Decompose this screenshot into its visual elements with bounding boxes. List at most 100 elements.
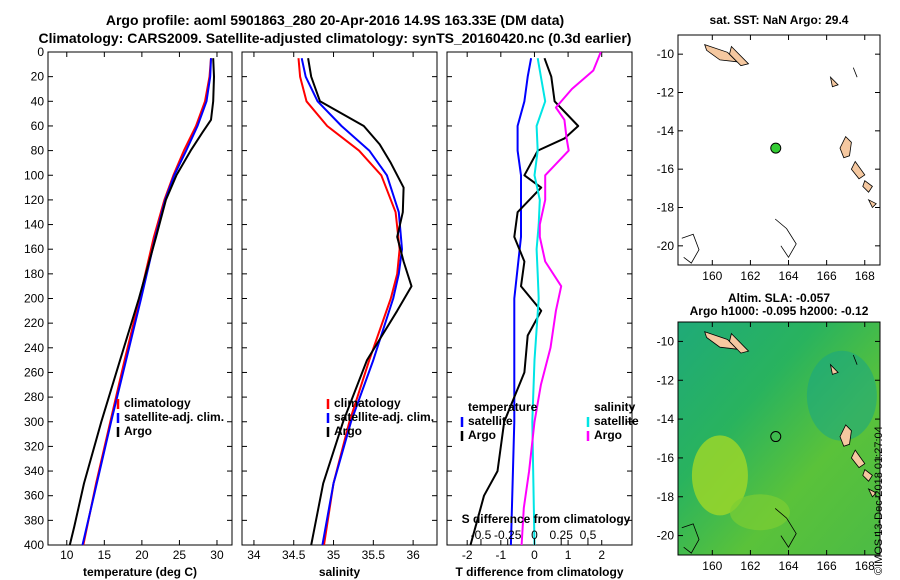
island — [867, 488, 877, 498]
legend-entry: satellite — [594, 414, 639, 428]
series-t-satellite — [509, 58, 533, 546]
series-t-argo — [469, 57, 580, 546]
sla-patch — [806, 350, 877, 441]
series-satellite-adj-clim- — [300, 57, 403, 546]
salinity-panel-frame — [241, 51, 438, 546]
map-y-tick-label: -20 — [657, 529, 675, 543]
reef-outline — [852, 67, 858, 78]
x-tick-label: 25 — [173, 548, 187, 562]
x-tick-label: 20 — [135, 548, 149, 562]
map-x-tick-label: 166 — [817, 269, 837, 283]
series-argo — [307, 58, 413, 546]
island — [850, 449, 866, 469]
x-axis-label: salinity — [319, 565, 361, 579]
y-tick-label: 400 — [24, 538, 44, 552]
x-tick-label: 34.5 — [282, 548, 306, 562]
s-tick-label: -0.25 — [494, 528, 522, 542]
legend-entry: Argo — [124, 424, 152, 438]
reef-outline — [852, 354, 858, 365]
y-tick-label: 300 — [24, 415, 44, 429]
y-tick-label: 40 — [31, 94, 45, 108]
x-tick-label: -1 — [495, 548, 506, 562]
y-tick-label: 120 — [24, 193, 44, 207]
y-tick-label: 140 — [24, 218, 44, 232]
island — [839, 135, 852, 159]
x-tick-label: 1 — [565, 548, 572, 562]
map-x-tick-label: 160 — [702, 269, 722, 283]
x-tick-label: 34 — [247, 548, 261, 562]
y-tick-label: 60 — [31, 119, 45, 133]
x-tick-label: 0 — [531, 548, 538, 562]
y-tick-label: 340 — [24, 464, 44, 478]
reef-outline — [681, 523, 700, 554]
series-s-argo — [520, 51, 602, 546]
y-tick-label: 360 — [24, 489, 44, 503]
y-tick-label: 380 — [24, 513, 44, 527]
island — [729, 45, 750, 67]
legend-entry: Argo — [468, 428, 496, 442]
plot-title-line1: Argo profile: aoml 5901863_280 20-Apr-20… — [105, 12, 565, 28]
y-tick-label: 100 — [24, 168, 44, 182]
top-x-axis-label: S difference from climatology — [462, 512, 631, 526]
series-argo — [68, 58, 215, 546]
island — [839, 424, 852, 447]
y-tick-label: 160 — [24, 242, 44, 256]
sla-map-frame — [677, 321, 881, 556]
sla-map-title: Altim. SLA: -0.057 — [728, 291, 830, 305]
island — [850, 160, 866, 180]
map-y-tick-label: -12 — [657, 373, 675, 387]
x-tick-label: 30 — [210, 548, 224, 562]
y-tick-label: 260 — [24, 365, 44, 379]
map-y-tick-label: -12 — [657, 86, 675, 100]
map-x-tick-label: 162 — [740, 559, 760, 573]
legend-entry: satellite — [468, 414, 513, 428]
y-tick-label: 220 — [24, 316, 44, 330]
map-x-tick-label: 164 — [779, 559, 799, 573]
map-y-tick-label: -20 — [657, 239, 675, 253]
copyright-stamp: ©IMOS 13-Dec-2018 01:27:04 — [873, 426, 885, 575]
y-tick-label: 0 — [37, 45, 44, 59]
island — [829, 75, 839, 88]
map-y-tick-label: -14 — [657, 124, 675, 138]
x-tick-label: 35.5 — [362, 548, 386, 562]
y-tick-label: 180 — [24, 267, 44, 281]
y-tick-label: 280 — [24, 390, 44, 404]
argo-marker — [770, 142, 782, 154]
map-x-tick-label: 168 — [855, 559, 875, 573]
x-tick-label: -2 — [462, 548, 473, 562]
x-tick-label: 36 — [406, 548, 420, 562]
series-s-satellite — [531, 58, 547, 546]
legend-header-salinity: salinity — [594, 400, 636, 414]
x-axis-label: temperature (deg C) — [83, 565, 197, 579]
island — [867, 198, 877, 209]
island — [729, 332, 750, 354]
legend-entry: satellite-adj. clim. — [124, 410, 224, 424]
legend-header-temperature: temperature — [468, 400, 538, 414]
reef-outline — [681, 233, 700, 264]
x-tick-label: 35 — [327, 548, 341, 562]
map-x-tick-label: 168 — [855, 269, 875, 283]
map-x-tick-label: 160 — [702, 559, 722, 573]
legend-entry: climatology — [124, 396, 191, 410]
y-tick-label: 20 — [31, 70, 45, 84]
map-y-tick-label: -10 — [657, 47, 675, 61]
island — [862, 180, 873, 193]
argo-marker — [770, 431, 782, 443]
legend-entry: Argo — [334, 424, 362, 438]
legend-entry: climatology — [334, 396, 401, 410]
sla-patch — [729, 494, 790, 531]
sst-map-frame — [677, 34, 881, 266]
island — [829, 363, 839, 375]
x-tick-label: 2 — [598, 548, 605, 562]
plot-title-line2: Climatology: CARS2009. Satellite-adjuste… — [38, 30, 632, 46]
map-y-tick-label: -16 — [657, 162, 675, 176]
y-tick-label: 80 — [31, 144, 45, 158]
map-y-tick-label: -18 — [657, 201, 675, 215]
sla-patch — [691, 435, 748, 516]
sla-map-subtitle: Argo h1000: -0.095 h2000: -0.12 — [690, 304, 869, 318]
y-tick-label: 320 — [24, 439, 44, 453]
s-tick-label: 0.5 — [580, 528, 597, 542]
map-x-tick-label: 164 — [779, 269, 799, 283]
island — [704, 331, 739, 350]
